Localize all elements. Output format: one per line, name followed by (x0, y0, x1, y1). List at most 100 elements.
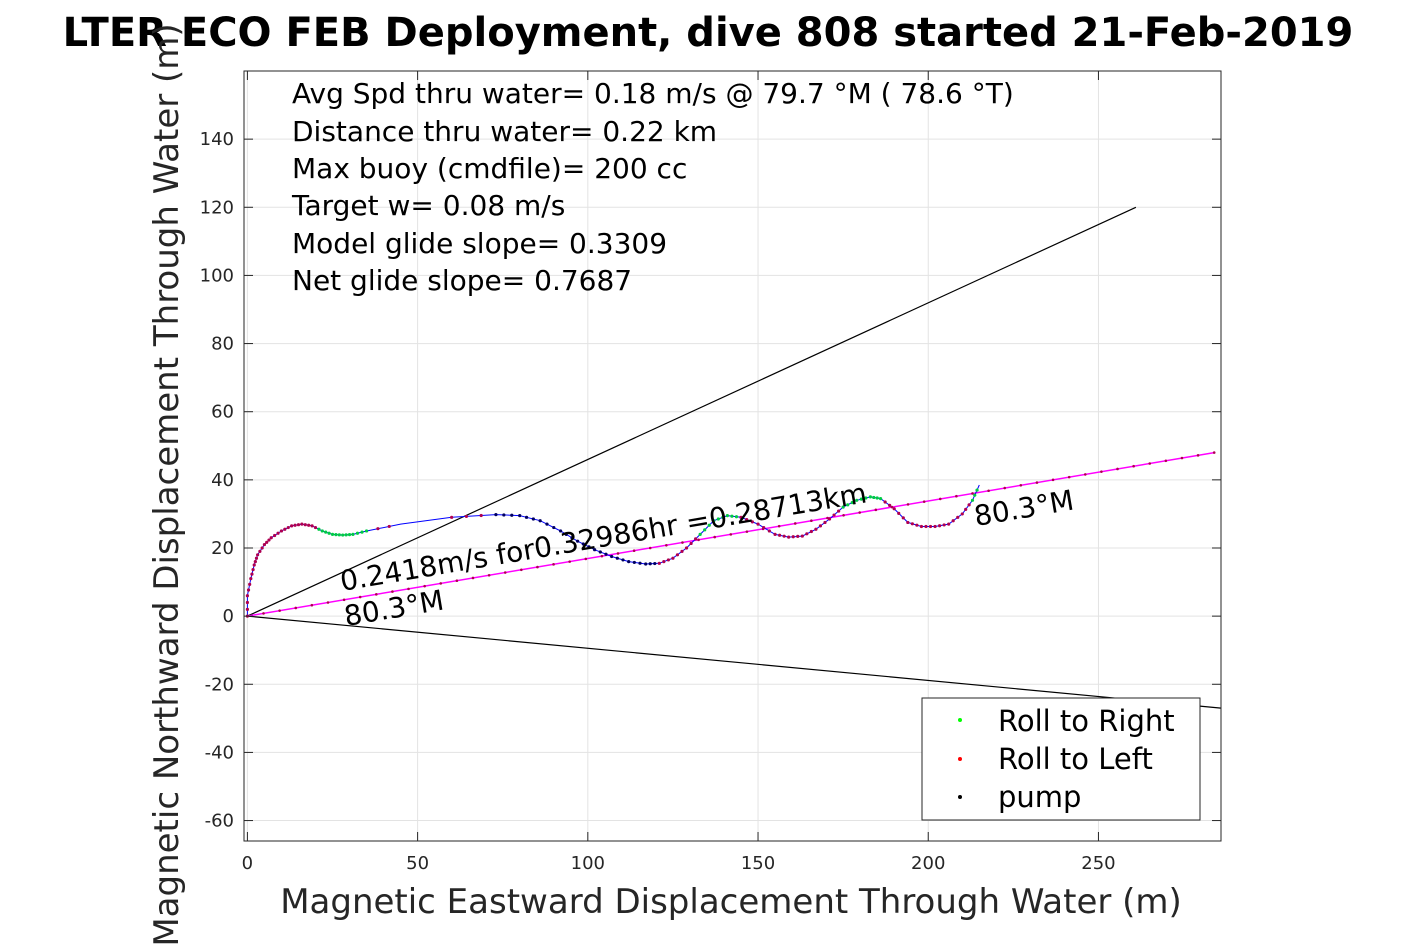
heading-dot (310, 603, 314, 607)
heading-dot (729, 533, 733, 536)
legend-label-pump: pump (998, 780, 1081, 814)
track-dot (464, 514, 469, 519)
heading-dot (1019, 484, 1023, 487)
track-dot (252, 563, 256, 567)
info-net-glide: Net glide slope= 0.7687 (292, 264, 632, 297)
heading-dot (616, 552, 620, 555)
y-tick-label: -20 (205, 674, 234, 695)
track-dot (933, 524, 937, 529)
track-dot (262, 542, 267, 547)
track-dot (621, 558, 625, 562)
track-dot (593, 548, 597, 552)
track-dot (558, 529, 563, 533)
track-dot (300, 522, 304, 526)
x-tick-label: 50 (406, 853, 429, 874)
legend-label-roll-right: Roll to Right (998, 704, 1175, 738)
track-dot (293, 523, 297, 527)
track-dot (518, 514, 522, 518)
heading-dot (810, 519, 813, 523)
track-dot (864, 496, 868, 500)
heading-dot (1035, 481, 1039, 484)
track-dot (680, 549, 684, 553)
heading-dot (793, 522, 797, 525)
heading-dot (487, 573, 491, 577)
legend-label-roll-left: Roll to Left (998, 742, 1153, 776)
heading-dot (1212, 451, 1216, 454)
heading-dot (1164, 459, 1168, 463)
heading-dot (342, 598, 346, 602)
track-dot (919, 524, 924, 529)
track-dot (657, 561, 661, 565)
heading-dot (1148, 462, 1152, 465)
heading-dot (906, 503, 910, 506)
track-dot (814, 527, 818, 531)
track-dot (791, 535, 795, 539)
track-dot (604, 552, 608, 556)
x-axis-label: Magnetic Eastward Displacement Through W… (280, 882, 1182, 922)
track-dot (296, 523, 301, 527)
track-dot (855, 498, 859, 502)
y-tick-label: 60 (211, 402, 234, 423)
heading-dot (1067, 475, 1071, 479)
track-dot (581, 542, 585, 546)
heading-dot (971, 492, 974, 495)
track-dot (598, 550, 602, 554)
track-dot (942, 523, 946, 527)
x-tick-label: 250 (1081, 853, 1115, 874)
track-dot (675, 553, 680, 557)
track-dot (351, 532, 355, 536)
track-dot (800, 534, 804, 538)
track-dot (818, 524, 823, 528)
track-dot (745, 517, 749, 522)
track-dot (712, 519, 716, 523)
track-dot (337, 533, 341, 537)
legend-box (921, 697, 1201, 821)
track-dot (937, 524, 942, 528)
heading-dot (632, 549, 636, 553)
heading-dot (294, 606, 298, 610)
track-dot (662, 560, 666, 564)
track-dot (283, 527, 287, 531)
track-dot (888, 503, 892, 508)
heading-dot (1196, 454, 1200, 457)
y-tick-label: 140 (200, 129, 234, 150)
y-tick-label: -40 (205, 742, 234, 763)
heading-dot (1100, 470, 1103, 473)
track-dot (671, 556, 675, 560)
track-dot (360, 530, 364, 534)
heading-dot (713, 535, 716, 539)
track-dot (756, 522, 760, 526)
track-dot (805, 532, 809, 536)
track-dot (883, 500, 887, 504)
track-dot (246, 588, 251, 592)
track-dot (576, 539, 580, 543)
axis-ticks: 0 50 100 150 200 250 -60 -40 -20 0 20 40 60 80 100 120 1… (200, 71, 1221, 874)
track-dot (777, 533, 782, 537)
track-dot (947, 522, 951, 526)
track-dot (545, 522, 549, 526)
track-dots (245, 451, 1216, 618)
track-dot (479, 513, 483, 518)
track-dot (832, 513, 836, 517)
track-dot (269, 536, 273, 540)
track-dot (364, 529, 369, 533)
track-dot (376, 527, 380, 531)
heading-dot (858, 511, 862, 514)
track-dot (827, 517, 832, 521)
track-dot (258, 549, 262, 553)
track-dot (956, 515, 960, 519)
track-dot (782, 534, 786, 538)
track-dot (330, 532, 335, 536)
heading-dot (648, 546, 652, 550)
heading-dot (439, 582, 443, 585)
track-dot (703, 528, 707, 532)
legend-marker-roll-left (958, 757, 962, 761)
track-dot (892, 507, 896, 511)
heading-dot (1116, 467, 1119, 471)
track-dot (250, 572, 254, 576)
track-dot (279, 529, 284, 533)
heading-dot (874, 508, 878, 512)
track-dot (796, 534, 800, 539)
track-dot (846, 503, 850, 507)
y-tick-label: 100 (200, 265, 234, 286)
